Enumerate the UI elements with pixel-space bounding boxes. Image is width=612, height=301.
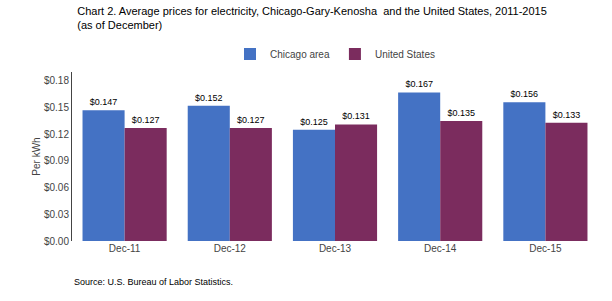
svg-text:$0.133: $0.133 (553, 110, 581, 120)
svg-text:$0.135: $0.135 (447, 108, 475, 118)
svg-text:$0.15: $0.15 (44, 102, 69, 113)
svg-text:$0.12: $0.12 (44, 129, 69, 140)
svg-text:Dec-11: Dec-11 (109, 243, 141, 254)
svg-text:$0.152: $0.152 (195, 93, 223, 103)
svg-text:$0.156: $0.156 (511, 89, 539, 99)
svg-text:$0.09: $0.09 (44, 155, 69, 166)
svg-text:Per kWh: Per kWh (31, 137, 42, 175)
svg-text:Source: U.S. Bureau of Labor S: Source: U.S. Bureau of Labor Statistics. (74, 277, 233, 287)
svg-text:$0.18: $0.18 (44, 75, 69, 86)
svg-text:Dec-14: Dec-14 (424, 243, 457, 254)
svg-text:United States: United States (375, 49, 435, 60)
svg-text:$0.06: $0.06 (44, 182, 69, 193)
svg-text:Dec-13: Dec-13 (319, 243, 352, 254)
svg-text:$0.147: $0.147 (90, 97, 118, 107)
svg-text:$0.167: $0.167 (405, 79, 433, 89)
svg-text:Dec-12: Dec-12 (214, 243, 247, 254)
svg-text:Dec-15: Dec-15 (529, 243, 562, 254)
svg-text:Chart 2. Average prices for el: Chart 2. Average prices for electricity,… (77, 5, 547, 31)
svg-text:$0.131: $0.131 (342, 111, 370, 121)
svg-text:$0.03: $0.03 (44, 209, 69, 220)
svg-text:$0.00: $0.00 (44, 236, 69, 247)
svg-text:$0.127: $0.127 (132, 115, 160, 125)
svg-text:$0.127: $0.127 (237, 115, 265, 125)
svg-text:Chicago area: Chicago area (270, 49, 330, 60)
svg-text:$0.125: $0.125 (300, 117, 328, 127)
